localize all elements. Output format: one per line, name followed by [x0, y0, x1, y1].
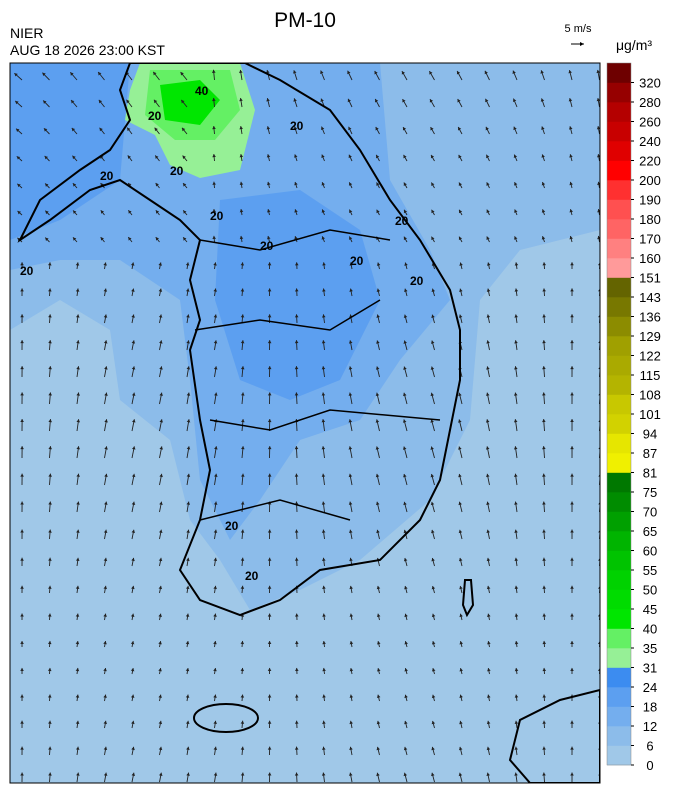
colorbar-segment	[607, 453, 631, 473]
colorbar-segment	[607, 551, 631, 571]
colorbar-label: 143	[639, 290, 661, 305]
colorbar-segment	[607, 122, 631, 142]
contour-label: 20	[148, 109, 162, 123]
colorbar-label: 45	[643, 602, 657, 617]
colorbar-label: 31	[643, 661, 657, 676]
colorbar-label: 115	[640, 368, 661, 383]
colorbar-label: 55	[643, 563, 657, 578]
wind-scale-head	[580, 42, 584, 46]
colorbar-label: 240	[639, 134, 661, 149]
map: 20 40 20 20 20 20 20 20 20 20 20 20 20	[10, 63, 602, 783]
contour-label: 20	[225, 519, 239, 533]
colorbar-segment	[607, 102, 631, 122]
colorbar-segment	[607, 375, 631, 395]
colorbar-label: 12	[643, 719, 657, 734]
colorbar-segment	[607, 395, 631, 415]
colorbar: 0 6 12 18 24 31 35 40 45 50 55 60 65 70 75 81 87 94 101 108…	[607, 63, 661, 773]
colorbar-label: 180	[639, 212, 661, 227]
colorbar-label: 87	[643, 446, 657, 461]
colorbar-label: 129	[639, 329, 661, 344]
colorbar-label: 170	[639, 232, 661, 247]
colorbar-segment	[607, 258, 631, 278]
contour-label: 20	[290, 119, 304, 133]
colorbar-label: 160	[639, 251, 661, 266]
colorbar-segment	[607, 161, 631, 181]
colorbar-label: 94	[643, 427, 657, 442]
colorbar-segment	[607, 141, 631, 161]
colorbar-label: 40	[643, 622, 657, 637]
colorbar-segment	[607, 239, 631, 259]
colorbar-label: 6	[646, 739, 653, 754]
colorbar-segment	[607, 570, 631, 590]
title: PM-10	[274, 9, 336, 32]
unit-label: μg/m³	[616, 37, 652, 53]
colorbar-segment	[607, 629, 631, 649]
colorbar-segment	[607, 297, 631, 317]
colorbar-segment	[607, 219, 631, 239]
colorbar-segment	[607, 687, 631, 707]
colorbar-label: 220	[639, 154, 661, 169]
contour-label: 20	[20, 264, 34, 278]
colorbar-label: 60	[643, 544, 657, 559]
contour-label: 20	[410, 274, 424, 288]
colorbar-label: 70	[643, 505, 657, 520]
colorbar-label: 0	[646, 758, 653, 773]
contour-label: 20	[260, 239, 274, 253]
colorbar-segment	[607, 180, 631, 200]
colorbar-segment	[607, 414, 631, 434]
colorbar-segment	[607, 648, 631, 668]
contour-label: 20	[170, 164, 184, 178]
contour-label: 20	[395, 214, 409, 228]
colorbar-label: 35	[643, 641, 657, 656]
colorbar-segment	[607, 512, 631, 532]
contour-label: 20	[245, 569, 259, 583]
colorbar-label: 108	[639, 388, 661, 403]
colorbar-label: 190	[639, 193, 661, 208]
colorbar-segment	[607, 609, 631, 629]
agency: NIER	[10, 25, 43, 41]
colorbar-label: 24	[643, 680, 657, 695]
colorbar-segment	[607, 473, 631, 493]
colorbar-segment	[607, 83, 631, 103]
colorbar-label: 65	[643, 524, 657, 539]
colorbar-label: 122	[639, 349, 661, 364]
colorbar-segment	[607, 336, 631, 356]
colorbar-label: 101	[639, 407, 661, 422]
colorbar-segment	[607, 590, 631, 610]
datetime: AUG 18 2026 23:00 KST	[10, 42, 165, 58]
colorbar-segment	[607, 356, 631, 376]
colorbar-label: 18	[643, 700, 657, 715]
colorbar-segment	[607, 531, 631, 551]
wind-scale-label: 5 m/s	[565, 23, 592, 35]
colorbar-segment	[607, 434, 631, 454]
colorbar-label: 320	[639, 76, 661, 91]
contour-label: 20	[100, 169, 114, 183]
colorbar-segment	[607, 278, 631, 298]
colorbar-segment	[607, 746, 631, 766]
colorbar-label: 136	[639, 310, 661, 325]
colorbar-label: 75	[643, 485, 657, 500]
colorbar-segment	[607, 707, 631, 727]
colorbar-segment	[607, 726, 631, 746]
colorbar-label: 260	[639, 115, 661, 130]
colorbar-segment	[607, 492, 631, 512]
contour-label: 20	[350, 254, 364, 268]
contour-label: 20	[210, 209, 224, 223]
colorbar-segment	[607, 317, 631, 337]
colorbar-label: 50	[643, 583, 657, 598]
colorbar-label: 151	[639, 271, 661, 286]
colorbar-segment	[607, 668, 631, 688]
colorbar-label: 81	[643, 466, 657, 481]
colorbar-segment	[607, 63, 631, 83]
colorbar-label: 280	[639, 95, 661, 110]
colorbar-label: 200	[639, 173, 661, 188]
colorbar-segment	[607, 200, 631, 220]
contour-label: 40	[195, 84, 209, 98]
